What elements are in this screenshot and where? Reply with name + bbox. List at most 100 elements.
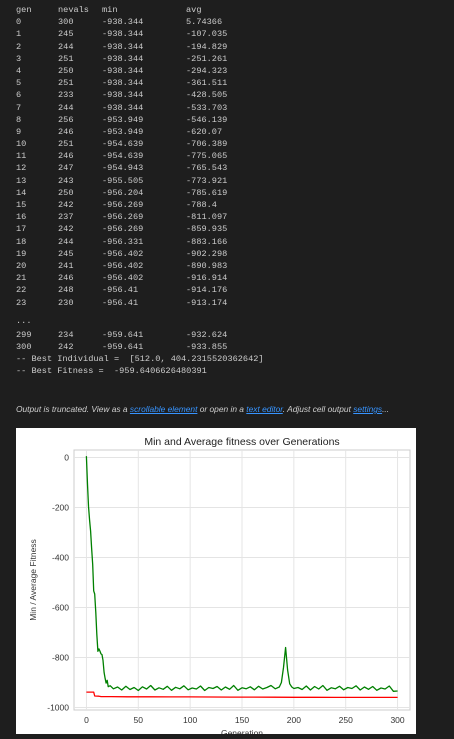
log-row: 6 233 -938.344 -428.505 [16,89,264,101]
log-cell: -956.41 [102,297,138,309]
log-cell: 251 [58,53,73,65]
log-row: 2 244 -938.344 -194.829 [16,41,264,53]
log-cell: -916.914 [186,272,227,284]
log-cell: 21 [16,272,26,284]
log-cell: -956.331 [102,236,143,248]
scrollable-element-link[interactable]: scrollable element [130,404,198,414]
log-cell: 256 [58,114,73,126]
best-individual-line: -- Best Individual = [512.0, 404.2315520… [16,353,264,365]
log-cell: -773.921 [186,175,227,187]
settings-link[interactable]: settings [353,404,382,414]
log-cell: 243 [58,175,73,187]
log-cell: -107.035 [186,28,227,40]
log-row: 21 246 -956.402 -916.914 [16,272,264,284]
log-cell: 300 [16,341,31,353]
log-cell: 5.74366 [186,16,222,28]
x-tick-label: 0 [84,715,89,725]
log-cell: 250 [58,65,73,77]
log-cell: -938.344 [102,53,143,65]
log-cell: 4 [16,65,21,77]
log-cell: 251 [58,77,73,89]
log-cell: 242 [58,341,73,353]
log-cell: -932.624 [186,329,227,341]
log-cell: 7 [16,102,21,114]
log-cell: 242 [58,223,73,235]
log-cell: -914.176 [186,284,227,296]
log-cell: 1 [16,28,21,40]
x-tick-label: 200 [287,715,301,725]
log-cell: 6 [16,89,21,101]
x-tick-label: 300 [390,715,404,725]
y-tick-label: -200 [52,503,69,513]
log-cell: -954.639 [102,150,143,162]
y-tick-label: 0 [64,453,69,463]
log-header-row: gen nevals min avg [16,4,264,16]
log-row: 0 300 -938.344 5.74366 [16,16,264,28]
log-cell: 18 [16,236,26,248]
log-cell: -859.935 [186,223,227,235]
log-cell: 15 [16,199,26,211]
log-cell: -706.389 [186,138,227,150]
x-axis-label: Generation [221,728,263,734]
log-cell: 23 [16,297,26,309]
log-row: 11 246 -954.639 -775.065 [16,150,264,162]
log-cell: 237 [58,211,73,223]
log-cell: 245 [58,28,73,40]
log-row: 10 251 -954.639 -706.389 [16,138,264,150]
log-cell: -251.261 [186,53,227,65]
log-cell: -933.855 [186,341,227,353]
log-row: 1 245 -938.344 -107.035 [16,28,264,40]
log-cell: -953.949 [102,126,143,138]
log-cell: -533.703 [186,102,227,114]
log-cell: 233 [58,89,73,101]
x-tick-label: 250 [339,715,353,725]
log-cell: -938.344 [102,89,143,101]
log-cell: 9 [16,126,21,138]
log-cell: 20 [16,260,26,272]
log-cell: -428.505 [186,89,227,101]
log-cell: nevals [58,4,89,16]
log-cell: -956.204 [102,187,143,199]
log-cell: -194.829 [186,41,227,53]
output-log: gen nevals min avg 0 300 -938.344 5.74366 1 245 -9… [16,4,264,378]
text-editor-link[interactable]: text editor [246,404,282,414]
log-cell: -959.641 [102,329,143,341]
log-cell: 244 [58,236,73,248]
log-cell: -959.641 [102,341,143,353]
fitness-chart-svg: 0 50 100 150 200 250 300 0 -200 -400 -600 -800 -1000… [16,428,416,734]
log-cell: 22 [16,284,26,296]
log-cell: -953.949 [102,114,143,126]
log-cell: -294.323 [186,65,227,77]
log-cell: -956.402 [102,260,143,272]
log-cell: -938.344 [102,41,143,53]
truncation-text: or open in a [197,404,246,414]
log-cell: 230 [58,297,73,309]
log-cell: -765.543 [186,162,227,174]
log-cell: -775.065 [186,150,227,162]
truncation-notice: Output is truncated. View as a scrollabl… [16,404,389,414]
y-tick-label: -1000 [47,703,69,713]
log-cell: 0 [16,16,21,28]
log-row: 15 242 -956.269 -788.4 [16,199,264,211]
y-tick-label: -800 [52,653,69,663]
log-cell: 245 [58,248,73,260]
log-cell: -902.298 [186,248,227,260]
x-tick-label: 50 [134,715,144,725]
log-cell: avg [186,4,201,16]
x-tick-label: 150 [235,715,249,725]
y-tick-label: -400 [52,553,69,563]
best-fitness-line: -- Best Fitness = -959.6406626480391 [16,365,264,377]
log-cell: 13 [16,175,26,187]
chart-title: Min and Average fitness over Generations [144,436,339,448]
log-row: 14 250 -956.204 -785.619 [16,187,264,199]
log-cell: 14 [16,187,26,199]
log-row: 299 234 -959.641 -932.624 [16,329,264,341]
log-cell: -956.402 [102,248,143,260]
log-cell: min [102,4,117,16]
log-cell: 251 [58,138,73,150]
x-tick-label: 100 [183,715,197,725]
log-cell: 244 [58,102,73,114]
log-row: 3 251 -938.344 -251.261 [16,53,264,65]
log-row: 7 244 -938.344 -533.703 [16,102,264,114]
log-cell: -361.511 [186,77,227,89]
